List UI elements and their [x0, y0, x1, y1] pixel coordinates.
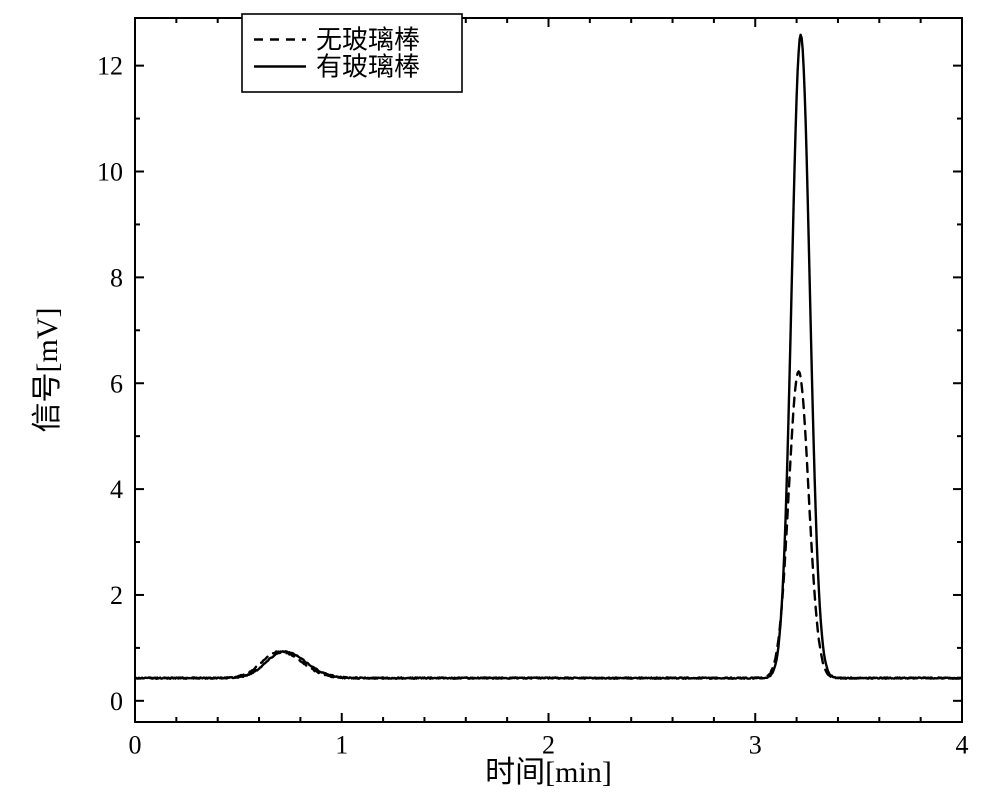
y-tick-label: 8	[110, 263, 123, 292]
y-tick-label: 0	[110, 687, 123, 716]
chart-svg: 01234024681012时间[min]信号[mV]无玻璃棒有玻璃棒	[0, 0, 1000, 812]
legend: 无玻璃棒有玻璃棒	[242, 14, 462, 92]
chromatogram-chart: 01234024681012时间[min]信号[mV]无玻璃棒有玻璃棒	[0, 0, 1000, 812]
x-tick-label: 3	[749, 730, 762, 759]
chart-background	[0, 0, 1000, 812]
x-tick-label: 0	[129, 730, 142, 759]
x-axis-label: 时间[min]	[485, 756, 612, 789]
y-tick-label: 4	[110, 475, 123, 504]
legend-label: 有玻璃棒	[316, 53, 420, 82]
y-tick-label: 2	[110, 581, 123, 610]
x-tick-label: 1	[335, 730, 348, 759]
y-axis-label: 信号[mV]	[31, 308, 64, 433]
y-tick-label: 6	[110, 369, 123, 398]
legend-label: 无玻璃棒	[316, 26, 420, 55]
y-tick-label: 10	[97, 158, 123, 187]
y-tick-label: 12	[97, 52, 123, 81]
x-tick-label: 4	[956, 730, 969, 759]
